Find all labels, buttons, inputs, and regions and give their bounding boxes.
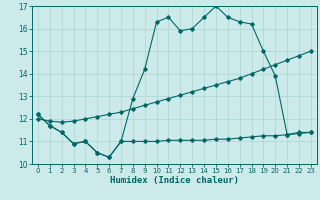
X-axis label: Humidex (Indice chaleur): Humidex (Indice chaleur) xyxy=(110,176,239,185)
